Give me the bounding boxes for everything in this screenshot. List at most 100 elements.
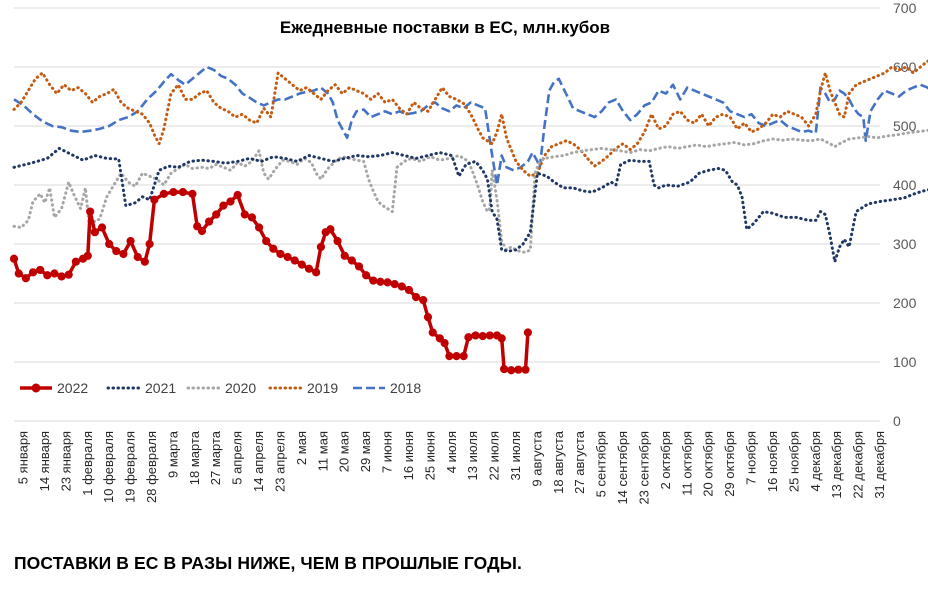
- x-tick-label: 22 декабря: [851, 431, 866, 499]
- caption: ПОСТАВКИ В ЕС В РАЗЫ НИЖЕ, ЧЕМ В ПРОШЛЫЕ…: [14, 553, 522, 573]
- data-point-2022: [247, 213, 257, 222]
- series-2022: [9, 187, 532, 375]
- data-point-2022: [290, 256, 299, 265]
- x-tick-label: 23 января: [58, 431, 73, 491]
- data-point-2022: [333, 236, 342, 246]
- legend-item-2022: 2022: [20, 380, 88, 396]
- data-point-2022: [193, 222, 202, 231]
- data-point-2022: [276, 249, 285, 259]
- x-tick-label: 5 сентября: [594, 431, 609, 497]
- data-point-2022: [521, 365, 530, 374]
- data-point-2022: [219, 201, 228, 210]
- x-tick-label: 10 февраля: [101, 431, 116, 503]
- data-point-2022: [119, 249, 128, 259]
- data-point-2022: [423, 313, 433, 322]
- data-point-2022: [376, 277, 385, 286]
- series-layer: [9, 59, 928, 375]
- data-point-2022: [188, 189, 197, 198]
- y-tick-label: 700: [893, 0, 917, 16]
- x-tick-label: 23 апреля: [272, 431, 287, 492]
- data-point-2022: [354, 262, 364, 271]
- data-point-2022: [254, 223, 264, 232]
- data-point-2022: [478, 331, 487, 341]
- data-point-2022: [507, 366, 516, 375]
- x-tick-label: 27 марта: [208, 430, 223, 485]
- data-point-2022: [90, 228, 99, 237]
- data-point-2022: [428, 328, 437, 337]
- x-tick-label: 14 января: [37, 431, 52, 491]
- data-point-2022: [499, 364, 509, 374]
- legend-label: 2021: [145, 380, 176, 396]
- data-point-2022: [178, 187, 188, 197]
- data-point-2022: [304, 264, 314, 273]
- x-tick-label: 13 июля: [465, 431, 480, 480]
- data-point-2022: [112, 246, 121, 256]
- data-point-2022: [204, 217, 214, 226]
- data-point-2022: [105, 239, 114, 249]
- data-point-2022: [411, 293, 421, 302]
- x-tick-label: 29 мая: [358, 431, 373, 472]
- x-tick-label: 27 августа: [572, 430, 587, 494]
- data-point-2022: [145, 239, 154, 249]
- data-point-2022: [21, 274, 30, 283]
- series-line-2020: [12, 128, 928, 254]
- y-tick-label: 500: [893, 118, 917, 134]
- series-line-2019: [12, 59, 928, 178]
- legend-label: 2022: [57, 380, 88, 396]
- data-point-2022: [445, 352, 454, 361]
- x-tick-label: 16 июня: [401, 431, 416, 480]
- x-tick-label: 16 ноября: [765, 431, 780, 492]
- data-point-2022: [43, 271, 52, 280]
- gridlines: [14, 7, 880, 422]
- data-point-2022: [404, 285, 414, 295]
- x-tick-label: 7 июня: [380, 431, 395, 473]
- data-point-2022: [369, 276, 378, 285]
- data-point-2022: [150, 195, 159, 204]
- x-tick-label: 20 мая: [337, 431, 352, 472]
- data-point-2022: [340, 251, 349, 260]
- data-point-2022: [28, 268, 38, 277]
- data-point-2022: [133, 252, 142, 262]
- x-tick-label: 22 июля: [487, 431, 502, 480]
- data-point-2022: [440, 339, 449, 348]
- x-tick-label: 5 апреля: [230, 431, 245, 485]
- x-tick-label: 28 февраля: [144, 431, 159, 503]
- data-point-2022: [464, 333, 473, 342]
- series-line-2022: [12, 190, 530, 373]
- data-point-2022: [471, 331, 480, 340]
- legend-item-2020: 2020: [186, 380, 256, 396]
- x-tick-label: 31 декабря: [872, 431, 887, 499]
- data-point-2022: [523, 328, 532, 337]
- x-tick-label: 11 октября: [679, 431, 694, 496]
- data-point-2022: [383, 278, 392, 287]
- data-point-2022: [459, 352, 468, 361]
- x-tick-label: 7 ноября: [744, 431, 759, 485]
- data-point-2022: [159, 189, 168, 198]
- x-tick-label: 9 августа: [529, 430, 544, 486]
- y-tick-label: 300: [893, 236, 917, 252]
- data-point-2022: [71, 257, 80, 266]
- data-point-2022: [83, 251, 92, 260]
- x-tick-label: 19 февраля: [123, 431, 138, 503]
- x-tick-label: 9 марта: [165, 430, 180, 478]
- data-point-2022: [269, 244, 278, 253]
- legend-label: 2018: [390, 380, 421, 396]
- y-tick-label: 400: [893, 177, 917, 193]
- data-point-2022: [283, 252, 292, 262]
- data-point-2022: [212, 210, 221, 219]
- series-line-2021: [12, 146, 928, 264]
- data-point-2022: [50, 269, 59, 278]
- data-point-2022: [226, 197, 235, 206]
- data-point-2022: [97, 223, 107, 232]
- data-point-2022: [347, 256, 356, 265]
- data-point-2022: [36, 265, 45, 275]
- data-point-2022: [262, 236, 271, 246]
- x-tick-label: 2 октября: [658, 431, 673, 489]
- data-point-2022: [312, 268, 321, 277]
- data-point-2022: [362, 271, 371, 280]
- legend-marker: [31, 383, 41, 393]
- x-tick-label: 23 сентября: [636, 431, 651, 505]
- x-tick-label: 20 октября: [701, 431, 716, 497]
- series-2019: [12, 59, 928, 178]
